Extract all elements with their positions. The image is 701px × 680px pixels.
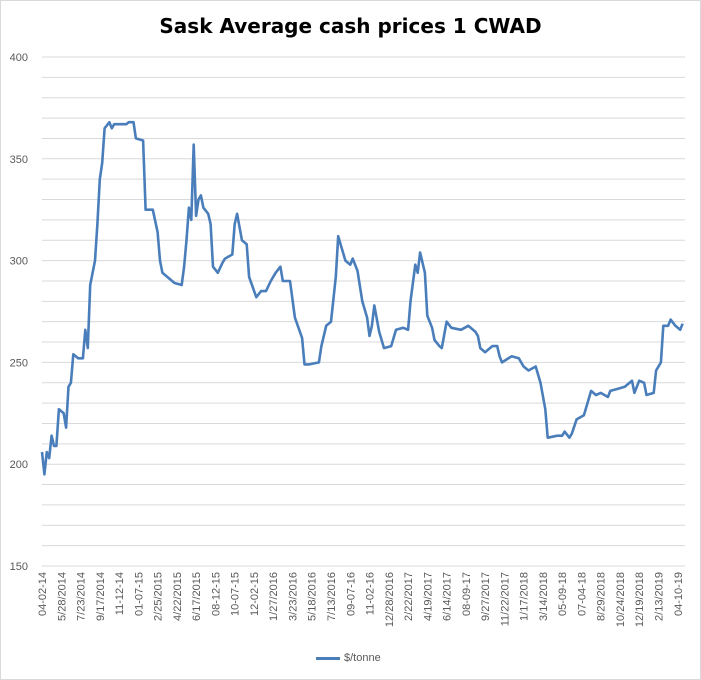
x-tick-label: 5/28/2014 bbox=[56, 572, 68, 621]
x-tick-label: 9/17/2014 bbox=[95, 572, 107, 621]
x-tick-label: 4/19/2017 bbox=[422, 572, 434, 621]
x-tick-label: 7/23/2014 bbox=[76, 572, 88, 621]
x-tick-label: 12/28/2016 bbox=[384, 572, 396, 627]
y-tick-label: 150 bbox=[10, 561, 28, 573]
x-tick-label: 4/22/2015 bbox=[172, 572, 184, 621]
y-tick-label: 300 bbox=[10, 256, 28, 268]
x-tick-label: 08-09-17 bbox=[461, 572, 473, 616]
legend-label: $/tonne bbox=[344, 652, 381, 664]
series-line bbox=[40, 120, 684, 476]
x-tick-label: 3/14/2018 bbox=[538, 572, 550, 621]
y-tick-label: 250 bbox=[10, 357, 28, 369]
x-tick-label: 2/13/2019 bbox=[654, 572, 666, 621]
x-tick-label: 2/25/2015 bbox=[153, 572, 165, 621]
x-tick-label: 11-12-14 bbox=[114, 572, 126, 615]
x-tick-label: 01-07-15 bbox=[133, 572, 145, 616]
x-tick-label: 9/27/2017 bbox=[480, 572, 492, 621]
x-tick-label: 3/23/2016 bbox=[287, 572, 299, 621]
x-tick-label: 11/22/2017 bbox=[499, 572, 511, 626]
x-tick-label: 2/22/2017 bbox=[403, 572, 415, 621]
x-tick-label: 08-12-15 bbox=[210, 572, 222, 616]
y-tick-label: 350 bbox=[10, 154, 28, 166]
x-tick-label: 04-02-14 bbox=[37, 572, 49, 616]
x-tick-label: 04-10-19 bbox=[673, 572, 685, 616]
x-tick-label: 10/24/2018 bbox=[615, 572, 627, 627]
x-tick-label: 10-07-15 bbox=[230, 572, 242, 616]
y-tick-label: 400 bbox=[10, 52, 28, 64]
legend: $/tonne bbox=[316, 652, 381, 664]
x-tick-label: 11-02-16 bbox=[365, 572, 377, 615]
x-tick-label: 7/13/2016 bbox=[326, 572, 338, 621]
x-tick-label: 05-09-18 bbox=[557, 572, 569, 616]
chart-title: Sask Average cash prices 1 CWAD bbox=[159, 14, 542, 38]
x-tick-label: 12/19/2018 bbox=[634, 572, 646, 627]
x-tick-label: 6/17/2015 bbox=[191, 572, 203, 621]
x-tick-label: 8/29/2018 bbox=[596, 572, 608, 621]
x-tick-label: 1/27/2016 bbox=[268, 572, 280, 621]
x-tick-label: 07-04-18 bbox=[576, 572, 588, 616]
x-tick-label: 12-02-15 bbox=[249, 572, 261, 616]
x-tick-label: 6/14/2017 bbox=[442, 572, 454, 621]
legend-swatch bbox=[316, 656, 340, 660]
x-tick-label: 1/17/2018 bbox=[519, 572, 531, 621]
x-tick-label: 5/18/2016 bbox=[307, 572, 319, 621]
y-tick-label: 200 bbox=[10, 459, 28, 471]
x-tick-label: 09-07-16 bbox=[345, 572, 357, 616]
